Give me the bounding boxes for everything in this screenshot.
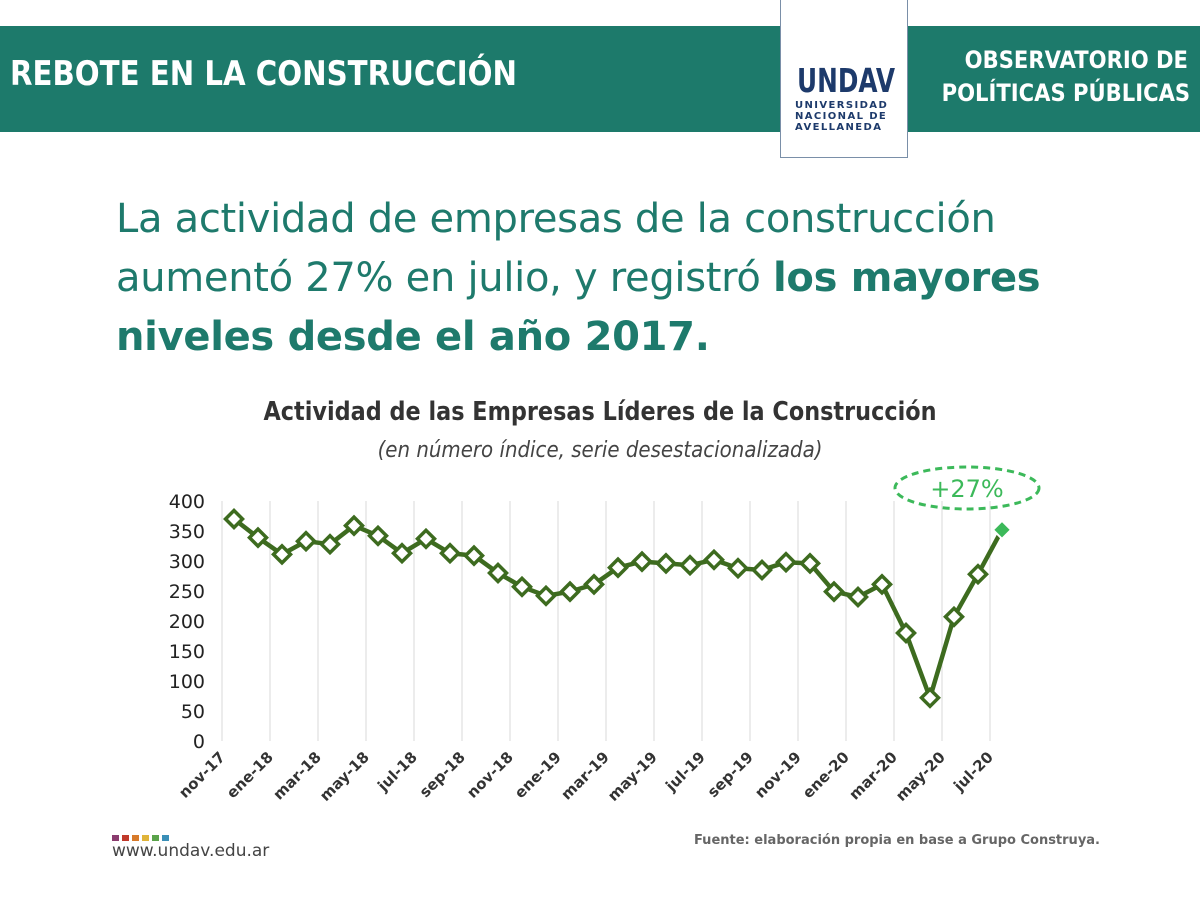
- data-point: [799, 552, 821, 575]
- y-tick-label: 0: [193, 731, 205, 753]
- brand-dots: [112, 828, 172, 846]
- data-point: [895, 622, 917, 644]
- y-tick-label: 400: [169, 491, 205, 513]
- brand-dot: [132, 835, 139, 841]
- logo-line: UNIVERSIDAD: [795, 100, 889, 111]
- headline-bold: los mayores niveles desde el año 2017.: [116, 255, 1041, 360]
- x-tick-label: sep-19: [704, 748, 757, 801]
- data-point: [319, 533, 341, 556]
- data-point: [919, 686, 941, 709]
- data-point: [727, 557, 749, 580]
- y-tick-label: 300: [169, 551, 205, 573]
- x-tick-label: jul-19: [661, 748, 708, 795]
- data-point: [463, 544, 485, 567]
- brand-dot: [152, 835, 159, 841]
- annotation-ellipse: [893, 465, 1041, 511]
- brand-dot: [162, 835, 169, 841]
- data-point: [607, 556, 629, 579]
- chart-subtitle: (en número índice, serie desestacionaliz…: [377, 438, 823, 463]
- data-point: [367, 524, 389, 547]
- x-tick-label: jul-18: [373, 748, 420, 795]
- data-point: [943, 605, 965, 628]
- data-point: [559, 580, 581, 603]
- logo-text: UNIVERSIDAD NACIONAL DE AVELLANEDA: [795, 100, 901, 133]
- data-point: [511, 575, 533, 598]
- x-tick-label: nov-17: [175, 748, 229, 802]
- annotation-label: +27%: [930, 475, 1003, 503]
- data-point: [415, 527, 437, 550]
- y-tick-label: 250: [169, 581, 205, 603]
- data-point: [871, 573, 893, 596]
- data-point: [343, 514, 365, 537]
- source-note: Fuente: elaboración propia en base a Gru…: [693, 833, 1100, 848]
- chart-title: Actividad de las Empresas Líderes de la …: [263, 397, 937, 427]
- data-point: [391, 542, 413, 565]
- logo-line: NACIONAL DE: [795, 111, 888, 122]
- x-tick-label: ene-20: [799, 748, 853, 802]
- y-tick-label: 50: [181, 701, 205, 723]
- x-tick-label: may-20: [892, 748, 949, 805]
- data-point: [823, 580, 845, 603]
- data-point: [751, 559, 773, 581]
- observatorio-line: OBSERVATORIO DE: [964, 46, 1188, 74]
- series-line: [231, 516, 1005, 701]
- data-point: [967, 563, 989, 586]
- logo-mark-text: UNDAV: [797, 62, 895, 96]
- x-tick-label: may-18: [316, 748, 373, 805]
- data-point: [295, 530, 317, 553]
- data-point: [487, 562, 509, 584]
- data-point: [631, 550, 653, 573]
- headline: La actividad de empresas de la construcc…: [116, 190, 1126, 367]
- undav-logo-mark: UNDAV: [797, 62, 895, 96]
- data-point: [703, 548, 725, 571]
- x-tick-label: may-19: [604, 748, 661, 805]
- data-point: [775, 551, 797, 574]
- data-point: [439, 542, 461, 565]
- data-point: [655, 552, 677, 575]
- page-title: REBOTE EN LA CONSTRUCCIÓN: [10, 54, 517, 94]
- data-point: [847, 586, 869, 608]
- y-tick-label: 350: [169, 521, 205, 543]
- website-link[interactable]: www.undav.edu.ar: [112, 841, 270, 861]
- logo-line: AVELLANEDA: [795, 122, 883, 133]
- x-tick-label: mar-20: [845, 748, 900, 803]
- brand-dot: [142, 835, 149, 841]
- x-tick-label: nov-18: [463, 748, 517, 802]
- data-point: [679, 554, 701, 577]
- brand-dot: [112, 835, 119, 841]
- x-tick-label: jul-20: [949, 748, 996, 795]
- x-tick-label: nov-19: [751, 748, 805, 802]
- university-logo[interactable]: UNDAV UNIVERSIDAD NACIONAL DE AVELLANEDA: [780, 0, 908, 158]
- data-point: [271, 543, 293, 566]
- data-point: [247, 526, 269, 549]
- x-tick-label: mar-18: [269, 748, 324, 803]
- observatorio-label: OBSERVATORIO DE POLÍTICAS PÚBLICAS: [908, 44, 1191, 110]
- y-tick-label: 200: [169, 611, 205, 633]
- y-tick-label: 100: [169, 671, 205, 693]
- highlight-point: [991, 519, 1013, 541]
- y-tick-label: 150: [169, 641, 205, 663]
- data-point: [223, 508, 245, 530]
- data-point: [583, 573, 605, 596]
- observatorio-line: POLÍTICAS PÚBLICAS: [941, 79, 1191, 107]
- data-point: [535, 584, 557, 607]
- headline-normal: La actividad de empresas de la construcc…: [116, 196, 996, 301]
- x-tick-label: ene-18: [223, 748, 277, 802]
- x-tick-label: mar-19: [557, 748, 612, 803]
- x-tick-label: ene-19: [511, 748, 565, 802]
- header-band: [0, 26, 1200, 132]
- x-tick-label: sep-18: [416, 748, 469, 801]
- brand-dot: [122, 835, 129, 841]
